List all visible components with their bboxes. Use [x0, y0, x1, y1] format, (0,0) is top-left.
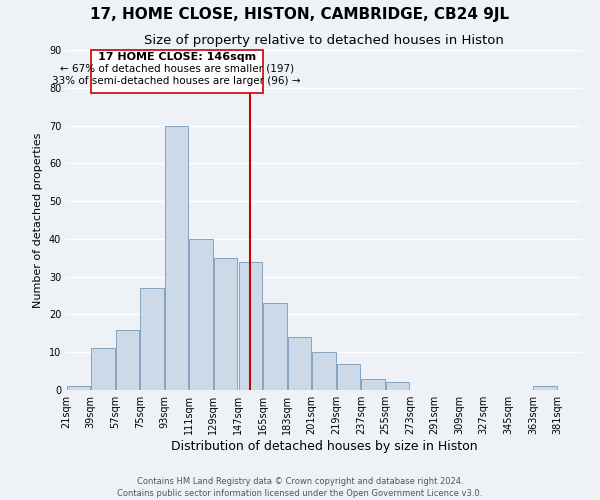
Bar [312, 352, 336, 390]
Bar [239, 262, 262, 390]
Bar [263, 303, 287, 390]
Bar [116, 330, 139, 390]
Text: ← 67% of detached houses are smaller (197): ← 67% of detached houses are smaller (19… [59, 64, 293, 74]
Bar [337, 364, 361, 390]
Bar [91, 348, 115, 390]
Bar [533, 386, 557, 390]
Text: Contains HM Land Registry data © Crown copyright and database right 2024.
Contai: Contains HM Land Registry data © Crown c… [118, 476, 482, 498]
Bar [140, 288, 164, 390]
Text: 17 HOME CLOSE: 146sqm: 17 HOME CLOSE: 146sqm [98, 52, 256, 62]
Bar [190, 239, 213, 390]
X-axis label: Distribution of detached houses by size in Histon: Distribution of detached houses by size … [170, 440, 478, 453]
Title: Size of property relative to detached houses in Histon: Size of property relative to detached ho… [144, 34, 504, 48]
Text: 17, HOME CLOSE, HISTON, CAMBRIDGE, CB24 9JL: 17, HOME CLOSE, HISTON, CAMBRIDGE, CB24 … [91, 8, 509, 22]
Text: 33% of semi-detached houses are larger (96) →: 33% of semi-detached houses are larger (… [52, 76, 301, 86]
Y-axis label: Number of detached properties: Number of detached properties [33, 132, 43, 308]
Bar [214, 258, 238, 390]
Bar [165, 126, 188, 390]
FancyBboxPatch shape [91, 50, 263, 94]
Bar [67, 386, 90, 390]
Bar [287, 337, 311, 390]
Bar [386, 382, 409, 390]
Bar [361, 378, 385, 390]
